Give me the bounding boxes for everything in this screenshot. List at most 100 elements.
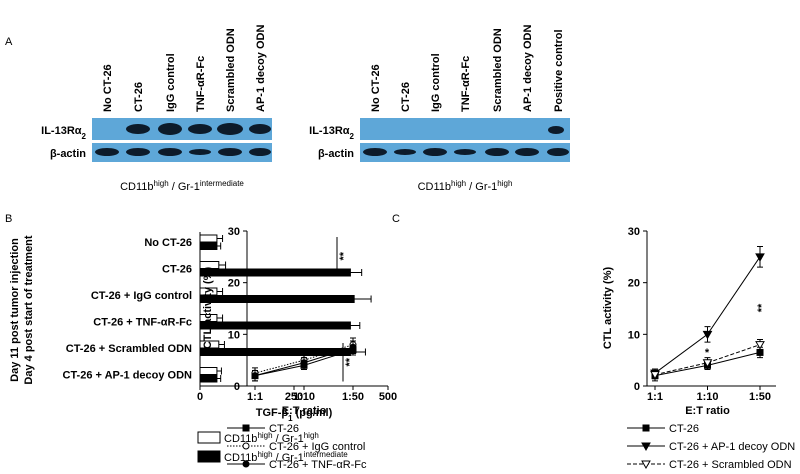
legend-label: CD11bhigh / Gr-1high <box>224 431 319 446</box>
x-tick-label: 1:1 <box>647 391 663 403</box>
x-axis-title-part: (pg/ml) <box>293 407 333 419</box>
significance-mark: ** <box>344 357 356 366</box>
error-bar <box>350 322 361 329</box>
lane-label: AP-1 decoy ODN <box>522 25 534 112</box>
row-label-part: IL-13Rα <box>309 125 350 137</box>
band <box>249 148 271 156</box>
bar <box>199 295 355 303</box>
marker <box>251 372 259 380</box>
bar <box>199 321 351 330</box>
lane-label: TNF-αR-Fc <box>460 56 472 112</box>
y-tick-label: 10 <box>228 329 240 341</box>
band <box>158 148 182 156</box>
legend-marker <box>641 460 651 470</box>
marker <box>755 253 765 262</box>
blot-caption-part: high <box>451 179 466 188</box>
blot-caption: CD11bhigh / Gr-1intermediate <box>120 179 244 194</box>
row-label-part: 2 <box>350 132 355 141</box>
category-label: CT-26 <box>162 264 192 276</box>
bar <box>199 242 218 250</box>
x-tick-label: 1:50 <box>749 391 771 403</box>
panel-label: C <box>392 213 400 225</box>
bar <box>199 348 351 356</box>
lane-label: No CT-26 <box>370 64 382 112</box>
x-tick-label: 1:1 <box>247 391 263 403</box>
blot-caption-part: intermediate <box>200 179 245 188</box>
band <box>126 124 150 134</box>
legend-label-part: high <box>304 431 319 440</box>
legend-label: CT-26 + TNF-αR-Fc <box>269 459 367 471</box>
blot-caption-part: high <box>497 179 512 188</box>
legend-label: CD11bhigh / Gr-1intermediate <box>224 450 348 465</box>
y-tick-label: 0 <box>234 381 240 393</box>
category-label: CT-26 + TNF-αR-Fc <box>93 317 192 329</box>
error-bar <box>216 314 224 322</box>
band <box>95 148 119 156</box>
blot-caption-part: / Gr-1 <box>466 181 497 193</box>
y-tick-label: 20 <box>628 278 640 290</box>
blot-left <box>92 118 272 162</box>
marker <box>702 359 713 368</box>
legend-label: CT-26 <box>669 423 699 435</box>
error-bar <box>216 235 224 242</box>
x-axis-title-part: 1 <box>288 414 293 423</box>
x-tick-label: 500 <box>379 391 397 403</box>
x-tick-label: 1:10 <box>293 391 315 403</box>
marker <box>755 341 765 350</box>
panel-label: A <box>5 36 13 48</box>
band <box>454 149 476 155</box>
x-tick-label: 0 <box>197 391 203 403</box>
x-tick-label: 1:50 <box>342 391 364 403</box>
lane-label: AP-1 decoy ODN <box>255 25 267 112</box>
row-label-part: 2 <box>82 132 87 141</box>
blot-caption-part: CD11b <box>418 181 451 193</box>
legend-marker <box>641 442 651 452</box>
legend-label: CT-26 + IgG control <box>269 441 365 453</box>
panel-label: B <box>5 213 12 225</box>
band <box>249 124 271 134</box>
y-tick-label: 20 <box>228 278 240 290</box>
line <box>654 344 761 376</box>
legend-swatch <box>197 450 221 463</box>
marker <box>300 359 308 367</box>
legend-label-part: high <box>257 450 272 459</box>
y-axis-title: CTL activity (%) <box>602 267 614 350</box>
lane-label: TNF-αR-Fc <box>195 56 207 112</box>
significance-mark: ** <box>756 303 768 312</box>
lane-label: Scrambled ODN <box>225 28 237 112</box>
band <box>188 124 212 134</box>
legend-marker <box>242 424 250 432</box>
band <box>515 148 539 156</box>
band <box>548 126 564 134</box>
legend-marker <box>642 424 650 432</box>
y-axis-title: CTL activity (%) <box>202 267 214 350</box>
x-tick-label: 250 <box>285 391 303 403</box>
significance-mark: * <box>705 347 710 359</box>
band <box>485 148 509 156</box>
error-bar <box>218 341 225 348</box>
blot-strip <box>360 118 570 140</box>
marker <box>702 330 713 340</box>
y-axis-title: Day 4 post start of treatment <box>23 235 35 384</box>
legend-marker <box>242 460 250 468</box>
x-axis-title: E:T ratio <box>282 405 327 417</box>
blot-caption-part: high <box>154 179 169 188</box>
error-bar <box>218 261 227 269</box>
lane-label: CT-26 <box>400 82 412 112</box>
row-label-part: IL-13Rα <box>41 125 82 137</box>
legend-label: CT-26 <box>269 423 299 435</box>
y-tick-label: 30 <box>228 226 240 238</box>
band <box>547 148 569 156</box>
y-tick-label: 10 <box>628 329 640 341</box>
error-bar <box>216 375 222 382</box>
legend-label-part: high <box>257 431 272 440</box>
marker <box>650 371 660 380</box>
blot-right <box>360 118 570 162</box>
category-label: CT-26 + Scrambled ODN <box>66 343 192 355</box>
x-axis-title: E:T ratio <box>685 405 730 417</box>
legend-label: CT-26 + AP-1 decoy ODN <box>669 441 795 453</box>
bar <box>199 367 218 375</box>
legend-label-part: / Gr-1 <box>273 452 304 464</box>
blot-caption-part: / Gr-1 <box>169 181 200 193</box>
